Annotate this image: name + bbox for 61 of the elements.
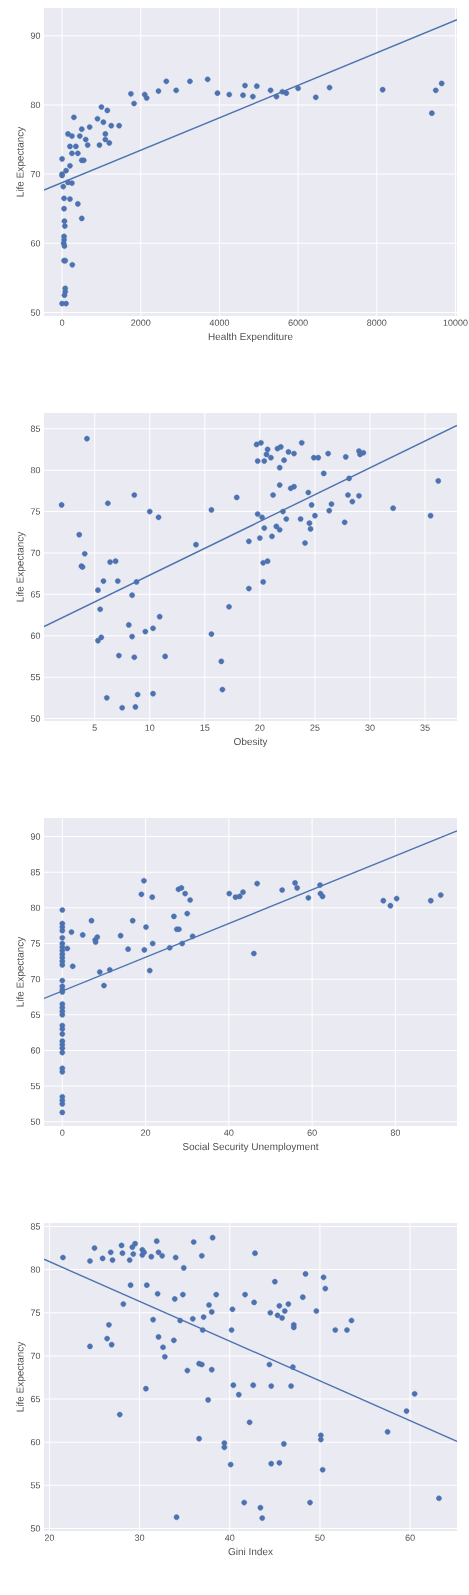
x-tick-label: 50 (315, 1534, 325, 1541)
x-tick-label: 15 (200, 724, 210, 731)
x-tick-label: 60 (405, 1534, 415, 1541)
x-tick-label: 5 (92, 724, 97, 731)
x-axis-title: Social Security Unemployment (182, 1142, 319, 1153)
y-tick-label: 50 (30, 715, 41, 722)
y-tick-label: 50 (30, 1118, 41, 1125)
x-tick-label: 80 (390, 1129, 401, 1136)
y-tick-label: 60 (30, 1438, 41, 1446)
y-tick-label: 55 (30, 673, 41, 681)
y-axis-title: Life Expectancy (16, 1341, 26, 1412)
y-tick-label: 60 (30, 1047, 41, 1054)
y-tick-label: 50 (30, 309, 41, 316)
y-axis-title: Life Expectancy (16, 531, 26, 602)
x-tick-label: 10 (145, 724, 155, 731)
x-tick-label: 30 (365, 724, 375, 731)
x-tick-label: 20 (44, 1534, 55, 1541)
x-tick-label: 30 (134, 1534, 145, 1541)
y-tick-label: 80 (30, 904, 41, 912)
x-tick-label: 25 (310, 724, 320, 731)
x-tick-label: 35 (420, 724, 430, 731)
y-tick-label: 85 (30, 425, 41, 432)
y-tick-label: 75 (30, 940, 41, 947)
y-tick-label: 70 (30, 549, 41, 557)
x-tick-label: 8000 (367, 319, 387, 326)
y-tick-label: 80 (30, 466, 41, 474)
x-tick-label: 20 (141, 1129, 151, 1136)
x-axis-title: Health Expenditure (208, 332, 293, 343)
x-tick-label: 4000 (209, 319, 230, 326)
y-tick-label: 90 (30, 833, 41, 840)
y-tick-label: 60 (30, 240, 41, 247)
y-tick-label: 60 (30, 632, 41, 639)
y-tick-label: 55 (30, 1482, 41, 1489)
y-tick-label: 85 (30, 1223, 41, 1230)
x-tick-label: 60 (307, 1129, 317, 1136)
x-tick-label: 10000 (443, 319, 468, 326)
x-tick-label: 40 (224, 1129, 234, 1136)
y-axis-title: Life Expectancy (16, 936, 26, 1007)
x-tick-label: 0 (60, 1129, 65, 1136)
y-tick-label: 50 (30, 1525, 41, 1532)
x-tick-label: 2000 (131, 319, 151, 326)
y-tick-label: 80 (30, 101, 41, 109)
y-tick-label: 70 (30, 170, 41, 178)
y-tick-label: 65 (30, 591, 41, 598)
y-tick-label: 75 (30, 508, 41, 515)
x-axis-title: Gini Index (228, 1547, 273, 1556)
y-tick-label: 90 (30, 32, 41, 39)
y-tick-label: 85 (30, 869, 41, 876)
x-tick-label: 6000 (288, 319, 308, 326)
x-tick-label: 20 (255, 724, 265, 731)
x-tick-label: 0 (59, 319, 65, 326)
y-tick-label: 75 (30, 1309, 41, 1316)
y-tick-label: 65 (30, 1011, 41, 1018)
y-tick-label: 55 (30, 1082, 41, 1090)
y-tick-label: 80 (30, 1266, 41, 1273)
y-axis-title: Life Expectancy (16, 126, 26, 197)
x-axis-title: Obesity (234, 737, 268, 748)
y-tick-label: 70 (30, 1352, 41, 1360)
y-tick-label: 65 (30, 1395, 41, 1403)
y-tick-label: 70 (30, 975, 41, 983)
x-tick-label: 40 (224, 1534, 235, 1541)
